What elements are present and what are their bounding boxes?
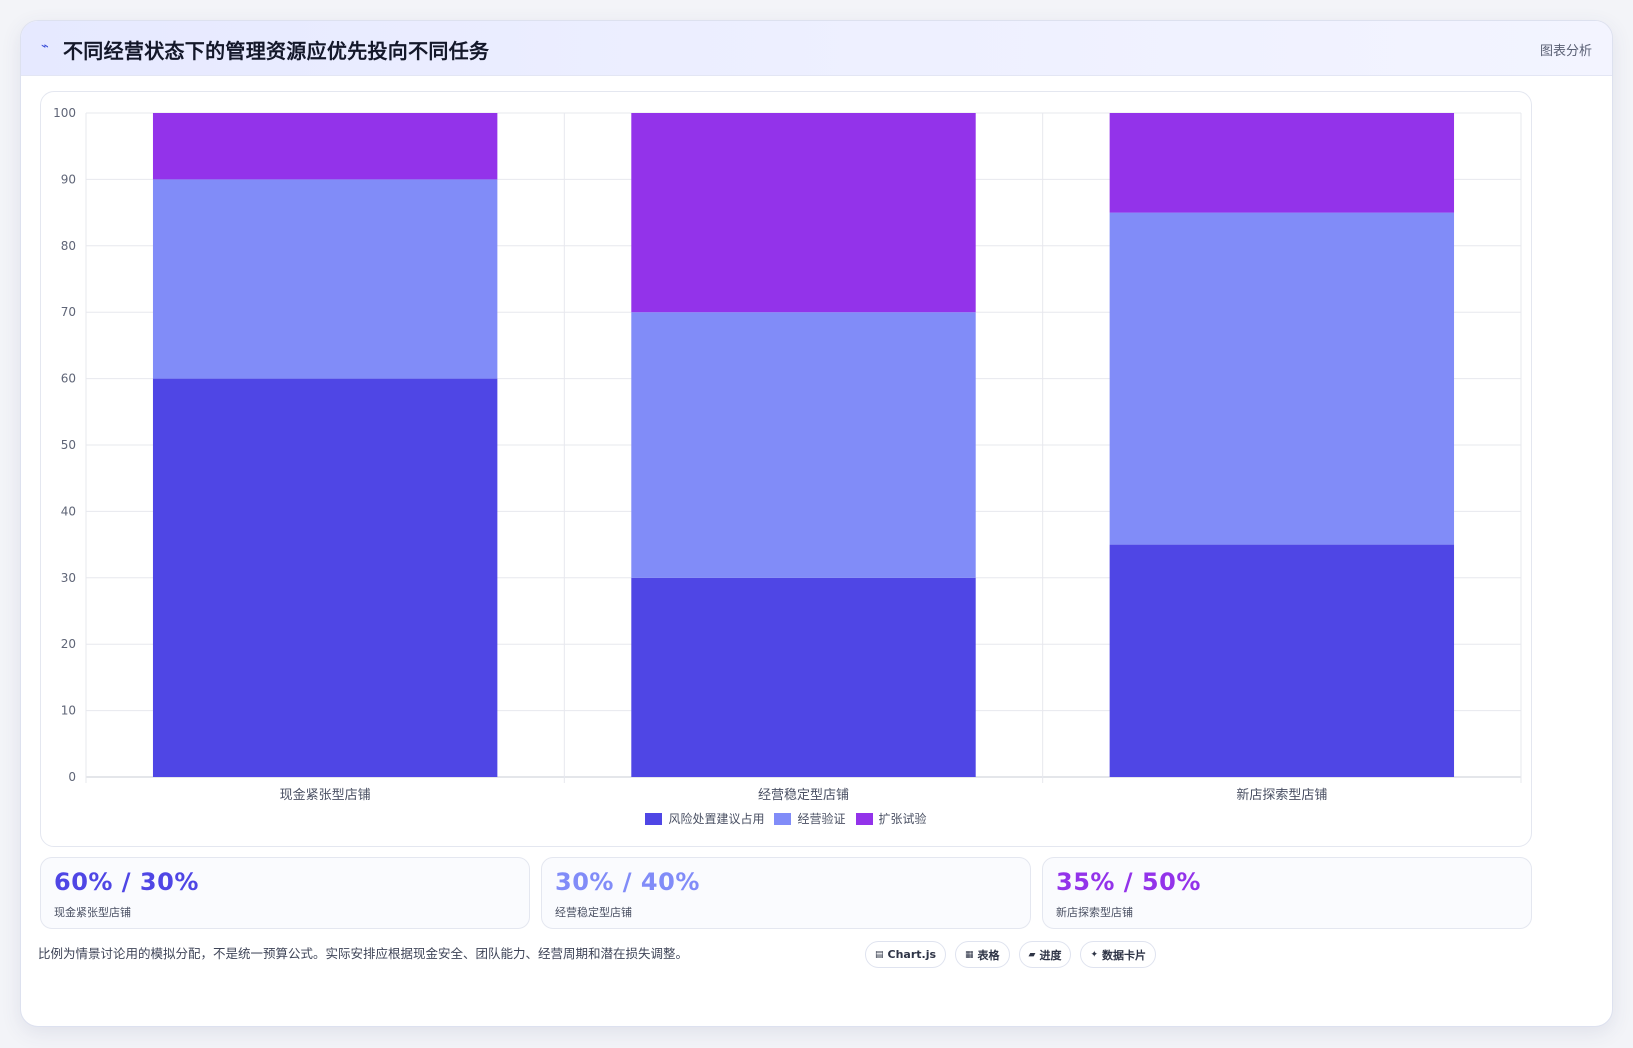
stat-cards: 60% / 30% 现金紧张型店铺 30% / 40% 经营稳定型店铺 35% …	[40, 857, 1532, 929]
stacked-bar-chart: 0 10 20 30 40 50 60 70 80 90 100 现金紧张型店铺 经营稳定型店铺 新店探索…	[53, 106, 1522, 803]
chart-legend: 风险处置建议占用 经营验证 扩张试验	[41, 810, 1531, 827]
bar-segment	[631, 577, 976, 777]
table-icon: ▦	[965, 949, 974, 960]
legend-label-risk: 风险处置建议占用	[668, 812, 765, 826]
y-tick-label: 70	[61, 305, 76, 319]
chart-icon: ▤	[875, 949, 884, 960]
chip-row: ▤ Chart.js ▦ 表格 ▰ 进度 ✦ 数据卡片	[865, 941, 1157, 968]
stat-label: 现金紧张型店铺	[54, 906, 131, 919]
legend-swatch-risk	[645, 812, 663, 825]
stat-card-new-store: 35% / 50% 新店探索型店铺	[1042, 857, 1532, 929]
bar-segment	[1109, 544, 1455, 777]
legend-item-expansion[interactable]: 扩张试验	[855, 810, 927, 827]
footnote: 比例为情景讨论用的模拟分配，不是统一预算公式。实际安排应根据现金安全、团队能力、…	[38, 946, 689, 961]
chip-data-card[interactable]: ✦ 数据卡片	[1080, 941, 1157, 968]
y-tick-label: 100	[53, 106, 76, 120]
x-tick-label: 现金紧张型店铺	[280, 787, 371, 803]
y-tick-label: 80	[61, 239, 76, 253]
stat-label: 经营稳定型店铺	[555, 906, 632, 919]
y-tick-label: 90	[61, 172, 76, 186]
legend-label-validation: 经营验证	[797, 812, 846, 826]
stat-card-cash-tight: 60% / 30% 现金紧张型店铺	[40, 857, 530, 929]
card-header: ⌁ 不同经营状态下的管理资源应优先投向不同任务 图表分析	[21, 21, 1612, 76]
legend-swatch-validation	[774, 812, 792, 825]
bar-segment	[1109, 113, 1455, 213]
header-tag: 图表分析	[1539, 44, 1592, 59]
bar-segment	[152, 179, 498, 379]
y-tick-label: 50	[61, 438, 76, 452]
y-tick-label: 60	[61, 372, 76, 386]
stat-value: 30% / 40%	[555, 868, 700, 896]
bar-segment	[1109, 212, 1455, 545]
chip-table[interactable]: ▦ 表格	[955, 941, 1010, 968]
y-tick-label: 40	[61, 504, 76, 518]
trend-icon: ⌁	[41, 39, 49, 54]
chart-panel: 0 10 20 30 40 50 60 70 80 90 100 现金紧张型店铺 经营稳定型店铺 新店探索…	[40, 91, 1532, 847]
bar-segment	[152, 378, 498, 777]
stat-card-stable: 30% / 40% 经营稳定型店铺	[541, 857, 1031, 929]
chip-label: Chart.js	[887, 948, 937, 961]
legend-item-validation[interactable]: 经营验证	[774, 810, 846, 827]
sparkle-icon: ✦	[1090, 949, 1099, 960]
y-tick-label: 30	[61, 571, 76, 585]
progress-icon: ▰	[1028, 949, 1036, 960]
chip-chartjs[interactable]: ▤ Chart.js	[865, 941, 947, 968]
x-tick-label: 新店探索型店铺	[1236, 787, 1327, 803]
y-tick-label: 20	[61, 637, 76, 651]
y-tick-label: 10	[61, 704, 76, 718]
legend-item-risk[interactable]: 风险处置建议占用	[645, 810, 764, 827]
legend-label-expansion: 扩张试验	[878, 812, 927, 826]
page-title: 不同经营状态下的管理资源应优先投向不同任务	[63, 39, 490, 63]
stat-value: 60% / 30%	[54, 868, 199, 896]
bar-segment	[631, 113, 976, 313]
bar-segment	[152, 113, 498, 180]
y-tick-label: 0	[68, 770, 76, 784]
stat-value: 35% / 50%	[1056, 868, 1201, 896]
legend-swatch-expansion	[855, 812, 873, 825]
chip-label: 进度	[1039, 948, 1062, 962]
chart-card: ⌁ 不同经营状态下的管理资源应优先投向不同任务 图表分析 0 10 20 30 40 50…	[20, 20, 1613, 1027]
chip-progress[interactable]: ▰ 进度	[1018, 941, 1072, 968]
chip-label: 表格	[977, 948, 1000, 962]
x-tick-label: 经营稳定型店铺	[758, 787, 849, 803]
stat-label: 新店探索型店铺	[1056, 906, 1133, 919]
bar-segment	[631, 312, 976, 578]
chip-label: 数据卡片	[1102, 948, 1147, 962]
